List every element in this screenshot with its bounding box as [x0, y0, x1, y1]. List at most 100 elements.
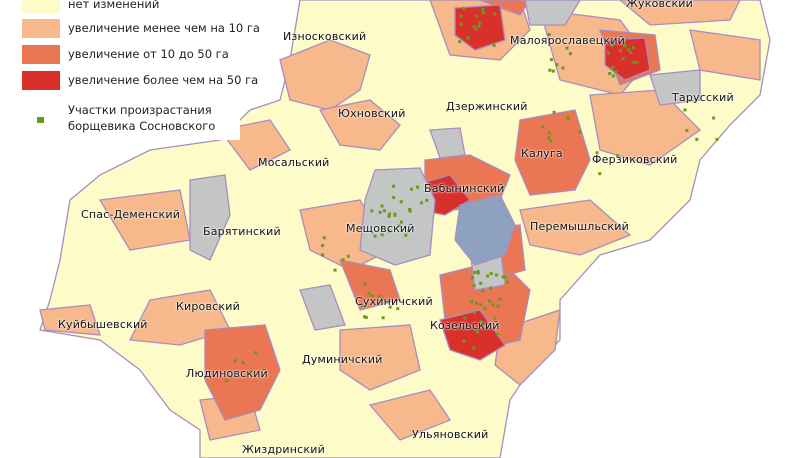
hogweed-site-marker — [462, 7, 466, 11]
hogweed-site-marker — [552, 110, 556, 114]
hogweed-site-marker — [473, 311, 477, 315]
hogweed-site-marker — [373, 234, 377, 238]
hogweed-sites — [225, 7, 719, 383]
hogweed-site-marker — [608, 72, 612, 76]
hogweed-site-marker — [380, 225, 384, 229]
district-label: Тарусский — [672, 91, 734, 104]
legend-swatch-gt50 — [22, 71, 60, 90]
hogweed-site-marker — [568, 52, 572, 56]
hogweed-site-marker — [472, 346, 476, 350]
hogweed-site-marker — [549, 139, 553, 143]
hogweed-site-marker — [370, 294, 374, 298]
hogweed-site-marker — [472, 284, 476, 288]
hogweed-site-marker — [404, 233, 408, 237]
hogweed-site-marker — [496, 304, 500, 308]
legend-sites-label-1: Участки произрастания — [68, 103, 212, 117]
district-label: Козельский — [430, 319, 500, 332]
hogweed-site-marker — [392, 195, 396, 199]
hogweed-site-marker — [459, 14, 463, 18]
hogweed-site-marker — [466, 36, 470, 40]
hogweed-site-marker — [486, 274, 490, 278]
district-label: Дзержинский — [446, 100, 528, 113]
hogweed-site-marker — [495, 332, 499, 336]
hogweed-site-marker — [598, 172, 602, 176]
kaluga-city — [454, 194, 516, 266]
hogweed-site-marker — [547, 136, 551, 140]
hogweed-site-marker — [578, 130, 582, 134]
hogweed-site-marker — [621, 57, 625, 61]
hogweed-site-marker — [631, 46, 635, 50]
hogweed-site-marker — [477, 24, 481, 28]
hogweed-site-marker — [474, 14, 478, 18]
district-label: Людиновский — [186, 367, 268, 380]
hogweed-site-marker — [551, 69, 555, 73]
hogweed-site-marker — [396, 307, 400, 311]
hogweed-site-marker — [492, 43, 496, 47]
district-label: Ульяновский — [412, 428, 489, 441]
hogweed-site-marker — [561, 66, 565, 70]
hogweed-site-marker — [241, 361, 245, 365]
hogweed-site-marker — [346, 254, 350, 258]
district-label: Ферзиковский — [592, 153, 678, 166]
hogweed-site-marker — [547, 33, 551, 37]
hogweed-site-marker — [407, 229, 411, 233]
hogweed-site-marker — [541, 125, 545, 129]
hogweed-site-marker — [683, 108, 687, 112]
district-label: Юхновский — [338, 107, 406, 120]
hogweed-site-marker — [503, 275, 507, 279]
legend-swatch-lt10 — [22, 19, 60, 38]
hogweed-site-marker — [254, 351, 258, 355]
hogweed-site-marker — [491, 303, 495, 307]
hogweed-site-marker — [425, 198, 429, 202]
district-label: Жуковский — [626, 0, 694, 10]
district-label: Жиздринский — [242, 443, 325, 456]
hogweed-site-marker — [548, 131, 552, 135]
hogweed-site-marker — [382, 209, 386, 213]
hogweed-site-marker — [474, 27, 478, 31]
hogweed-site-marker — [493, 12, 497, 16]
hogweed-site-marker — [595, 151, 599, 155]
hogweed-site-marker — [616, 154, 620, 158]
hogweed-site-marker — [472, 25, 476, 29]
increase-gt50-areas — [414, 4, 651, 361]
hogweed-site-marker — [363, 282, 367, 286]
hogweed-site-marker — [321, 253, 325, 257]
hogweed-site-marker — [470, 300, 474, 304]
hogweed-site-marker — [555, 63, 559, 67]
legend-label-10-50: увеличение от 10 до 50 га — [68, 47, 229, 61]
hogweed-site-marker — [632, 60, 636, 64]
hogweed-site-marker — [606, 51, 610, 55]
legend-swatch-no-change — [22, 0, 60, 13]
hogweed-site-marker — [619, 49, 623, 53]
hogweed-site-marker — [387, 214, 391, 218]
hogweed-site-marker — [378, 210, 382, 214]
hogweed-site-marker — [473, 326, 477, 330]
legend-sites-label-2: борщевика Сосновского — [68, 119, 216, 133]
hogweed-site-marker — [473, 270, 477, 274]
hogweed-site-marker — [363, 315, 367, 319]
hogweed-site-marker — [712, 116, 716, 120]
district-label: Износковский — [283, 30, 367, 43]
hogweed-site-marker — [458, 40, 462, 44]
hogweed-site-marker — [548, 68, 552, 72]
hogweed-site-marker — [611, 65, 615, 69]
hogweed-site-marker — [420, 201, 424, 205]
hogweed-site-marker — [380, 233, 384, 237]
hogweed-site-marker — [478, 21, 482, 25]
district-label: Мосальский — [258, 156, 330, 169]
hogweed-site-marker — [505, 280, 509, 284]
hogweed-site-marker — [475, 301, 479, 305]
hogweed-site-marker — [493, 317, 497, 321]
hogweed-site-marker — [393, 213, 397, 217]
hogweed-site-marker — [408, 207, 412, 211]
hogweed-site-marker — [381, 296, 385, 300]
hogweed-site-marker — [233, 359, 237, 363]
hogweed-site-marker — [249, 369, 253, 373]
district-label: Мещовский — [346, 222, 415, 235]
hogweed-site-marker — [322, 236, 326, 240]
hogweed-site-marker — [610, 43, 614, 47]
hogweed-site-marker — [483, 307, 487, 311]
hogweed-site-marker — [614, 70, 618, 74]
